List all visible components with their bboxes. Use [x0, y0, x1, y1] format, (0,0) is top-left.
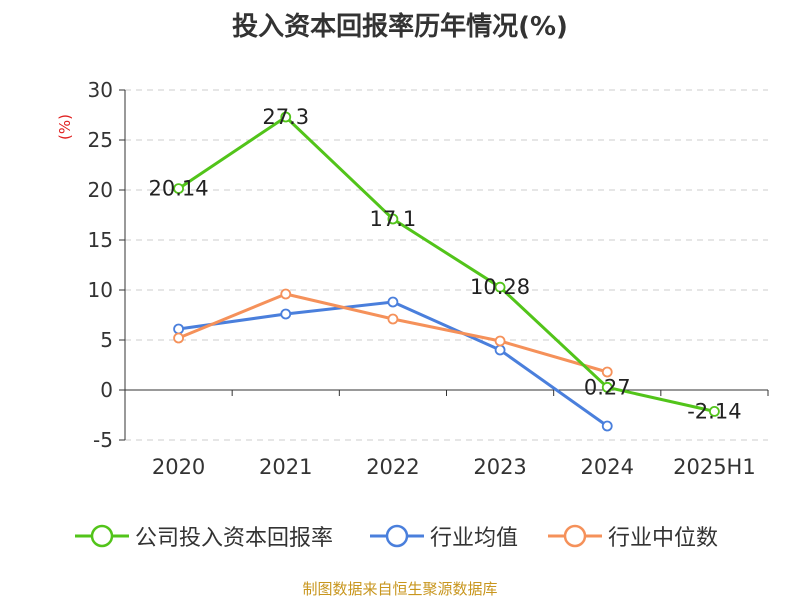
data-point: [173, 332, 184, 344]
x-tick-label: 2023: [473, 455, 526, 479]
data-label: 10.28: [470, 275, 530, 299]
data-label: -2.14: [687, 399, 741, 423]
y-tick-label: 10: [88, 278, 113, 302]
legend-item[interactable]: 公司投入资本回报率: [75, 520, 333, 552]
legend-label: 行业中位数: [608, 526, 719, 551]
x-tick-label: 2022: [366, 455, 419, 479]
data-point: [280, 288, 292, 300]
legend-marker-icon: [75, 524, 129, 548]
data-point: [494, 335, 506, 347]
legend-item[interactable]: 行业均值: [370, 520, 518, 552]
legend-marker-icon: [548, 524, 602, 548]
data-label: 0.27: [584, 375, 631, 399]
data-point: [709, 405, 720, 417]
x-tick-label: 2021: [259, 455, 312, 479]
data-point: [601, 381, 613, 393]
legend-item[interactable]: 行业中位数: [548, 520, 718, 552]
data-point: [494, 281, 506, 293]
data-point: [601, 420, 613, 432]
data-point: [387, 213, 399, 225]
data-point: [173, 183, 184, 195]
data-point: [601, 366, 613, 378]
y-tick-label: 30: [88, 78, 113, 102]
x-tick-label: 2025H1: [673, 455, 756, 479]
data-point: [387, 296, 399, 308]
y-axis-label: (%): [56, 114, 74, 140]
legend-label: 行业均值: [430, 526, 519, 551]
data-point: [494, 344, 506, 356]
data-point: [387, 313, 399, 325]
data-point: [173, 323, 184, 335]
y-tick-label: 20: [88, 178, 113, 202]
y-tick-label: 15: [88, 228, 113, 252]
y-tick-label: 25: [88, 128, 113, 152]
legend-marker-icon: [370, 524, 424, 548]
data-point: [280, 308, 292, 320]
x-tick-label: 2024: [581, 455, 634, 479]
chart-legend: 公司投入资本回报率 行业均值 行业中位数: [0, 520, 800, 552]
chart-title: 投入资本回报率历年情况(%): [232, 12, 568, 42]
legend-label: 公司投入资本回报率: [135, 526, 334, 551]
series-line: [177, 115, 715, 413]
data-source-note: 制图数据来自恒生聚源数据库: [302, 580, 498, 598]
data-label: 20.14: [149, 177, 209, 201]
data-label: 27.3: [262, 105, 309, 129]
data-label: 17.1: [370, 207, 417, 231]
y-tick-label: 0: [100, 378, 113, 402]
data-point: [280, 111, 292, 123]
y-tick-label: -5: [93, 428, 113, 452]
y-tick-label: 5: [100, 328, 113, 352]
x-tick-label: 2020: [152, 455, 205, 479]
